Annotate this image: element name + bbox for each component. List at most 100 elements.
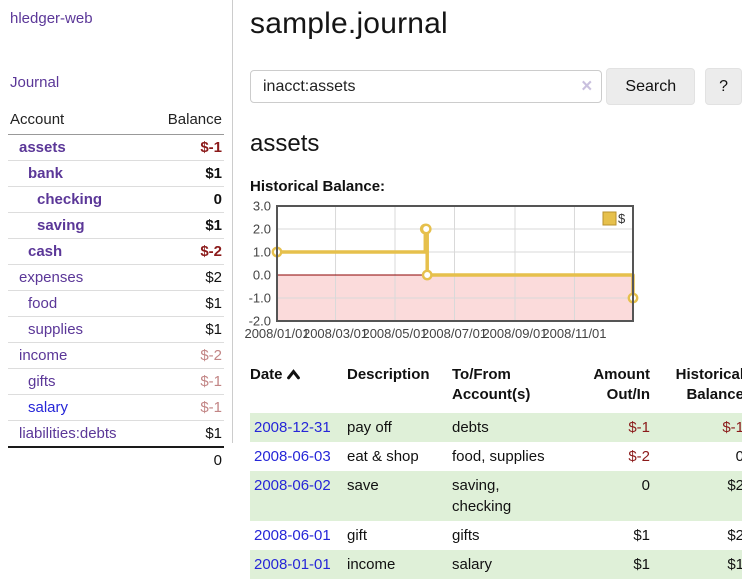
register-header-accounts: To/From Account(s) (452, 366, 531, 404)
sidebar-item-journal[interactable]: Journal (10, 74, 60, 91)
accounts-total-value: 0 (149, 446, 224, 473)
account-row: salary $-1 (8, 394, 224, 421)
register-header-balance: Historical Balance (675, 366, 742, 404)
x-tick-label: 2008/03/01 (303, 326, 368, 341)
account-name-cell: liabilities:debts (8, 420, 150, 447)
search-button[interactable]: Search (606, 68, 696, 105)
table-row: 2008-01-01 income salary $1 $1 (250, 549, 742, 579)
transaction-date-cell: 2008-06-03 (250, 442, 347, 471)
data-point-marker (420, 223, 432, 235)
transaction-date-cell: 2008-06-02 (250, 471, 347, 521)
transaction-description: gift (347, 526, 368, 544)
transaction-date-link[interactable]: 2008-06-02 (254, 476, 331, 494)
account-name-cell: assets (8, 135, 149, 161)
account-link[interactable]: liabilities:debts (19, 425, 117, 442)
transaction-balance: $2 (727, 526, 742, 544)
data-point-marker (421, 269, 433, 281)
accounts-table-body: assets $-1 bank $1 checking 0 saving $1 cash $-2 e… (8, 135, 224, 447)
account-link[interactable]: assets (19, 139, 66, 156)
search-form: × Search ? (250, 68, 742, 105)
register-table: Date Description To/From Account(s) Amou… (250, 365, 742, 579)
transaction-amount: $-2 (628, 447, 650, 465)
account-link[interactable]: cash (28, 243, 63, 260)
account-balance: $1 (149, 160, 224, 187)
account-name-cell: food (8, 290, 150, 317)
transaction-date-cell: 2008-01-01 (250, 550, 347, 579)
account-link[interactable]: gifts (28, 373, 56, 390)
brand-link[interactable]: hledger-web (10, 10, 93, 27)
transaction-amount: 0 (641, 476, 650, 494)
transaction-date-link[interactable]: 2008-12-31 (254, 418, 331, 436)
account-link[interactable]: food (28, 295, 58, 312)
accounts-total-row: 0 (8, 446, 224, 473)
legend-swatch (602, 211, 617, 226)
x-tick-label: 2008/01/01 (244, 326, 309, 341)
account-row: supplies $1 (8, 316, 224, 343)
table-row: 2008-12-31 pay off debts $-1 $-1 (250, 412, 742, 442)
register-header-date[interactable]: Date (250, 365, 347, 413)
transaction-amount: $-1 (628, 418, 650, 436)
transaction-date-cell: 2008-06-01 (250, 521, 347, 550)
transaction-date-link[interactable]: 2008-06-01 (254, 526, 331, 544)
register-header-description: Description (347, 366, 430, 383)
x-tick-label: 2008/09/01 (482, 326, 547, 341)
account-row: bank $1 (8, 160, 224, 187)
accounts-table: Account Balance assets $-1 bank $1 checking 0… (8, 107, 224, 473)
transaction-description: pay off (347, 418, 392, 436)
transaction-description: save (347, 476, 379, 494)
accounts-header-account: Account (8, 107, 150, 135)
account-balance: $1 (149, 290, 224, 317)
account-link[interactable]: income (19, 347, 68, 364)
transaction-accounts: debts (452, 418, 489, 436)
x-tick-label: 2008/07/01 (422, 326, 487, 341)
account-balance: $1 (149, 212, 224, 239)
transaction-description: income (347, 555, 396, 573)
transaction-accounts: salary (452, 555, 493, 573)
account-row: cash $-2 (8, 238, 224, 265)
register-header-row: Date Description To/From Account(s) Amou… (250, 365, 742, 413)
accounts-header-balance: Balance (149, 107, 224, 135)
chart-title: Historical Balance: (250, 178, 386, 195)
account-row: gifts $-1 (8, 368, 224, 395)
transaction-date-link[interactable]: 2008-01-01 (254, 555, 331, 573)
plot-border (276, 205, 634, 322)
account-balance: $-1 (200, 139, 222, 156)
transaction-description: eat & shop (347, 447, 419, 465)
account-balance: $2 (149, 264, 224, 291)
search-box: × (250, 70, 603, 103)
account-name-cell: bank (8, 160, 150, 187)
account-link[interactable]: bank (28, 165, 64, 182)
y-tick-label: 0.0 (253, 268, 271, 283)
account-link[interactable]: expenses (19, 269, 84, 286)
account-row: assets $-1 (8, 135, 224, 161)
account-link[interactable]: salary (28, 399, 69, 416)
y-tick-label: -1.0 (249, 291, 271, 306)
account-link[interactable]: saving (37, 217, 85, 234)
account-link[interactable]: checking (37, 191, 103, 208)
account-name-cell: cash (8, 238, 150, 265)
account-name-cell: supplies (8, 316, 150, 343)
page-title: sample.journal (250, 7, 448, 40)
help-button[interactable]: ? (705, 68, 742, 105)
account-link[interactable]: supplies (28, 321, 84, 338)
sidebar: hledger-web Journal Account Balance asse… (0, 0, 233, 473)
transaction-accounts: food, supplies (452, 447, 545, 465)
transaction-balance: $-1 (722, 418, 742, 436)
main-content: sample.journal × Search ? assets Histori… (244, 0, 742, 579)
transaction-balance: $2 (727, 476, 742, 494)
account-row: food $1 (8, 290, 224, 317)
register-table-body: 2008-12-31 pay off debts $-1 $-1 2008-06-03 ea… (250, 412, 742, 579)
transaction-balance: 0 (735, 447, 742, 465)
account-name-cell: checking (8, 186, 150, 213)
account-row: expenses $2 (8, 264, 224, 291)
legend-label: $ (618, 211, 626, 226)
account-balance: $-1 (149, 394, 224, 421)
account-row: liabilities:debts $1 (8, 420, 224, 447)
account-name-cell: gifts (8, 368, 150, 395)
transaction-date-link[interactable]: 2008-06-03 (254, 447, 331, 465)
account-row: checking 0 (8, 186, 224, 213)
y-tick-label: 3.0 (253, 199, 271, 214)
search-input[interactable] (250, 70, 603, 103)
clear-search-icon[interactable]: × (581, 75, 593, 97)
account-name-cell: saving (8, 212, 150, 239)
